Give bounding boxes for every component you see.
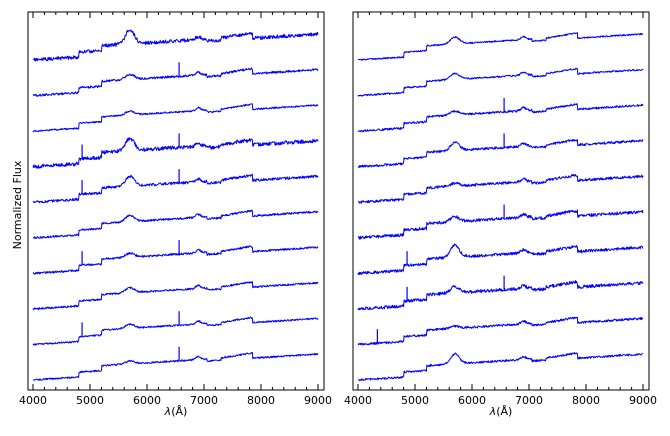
spectrum-right-9 bbox=[357, 316, 644, 346]
left-x-ticks: 4000 5000 6000 7000 8000 9000 bbox=[19, 12, 332, 407]
spectrum-right-1 bbox=[357, 32, 644, 61]
spectrum-left-5 bbox=[32, 173, 319, 204]
y-axis-label: Normalized Flux bbox=[11, 160, 24, 249]
x-tick-label-5000: 5000 bbox=[76, 394, 104, 407]
spectrum-left-8 bbox=[32, 281, 319, 311]
right-panel: 4000 5000 6000 7000 8000 9000 λ(Å) bbox=[344, 11, 657, 418]
spectrum-right-2 bbox=[357, 67, 644, 97]
x-tick-label-4000: 4000 bbox=[344, 394, 372, 407]
right-spectra bbox=[357, 32, 644, 382]
spectrum-left-7 bbox=[32, 245, 319, 275]
left-x-axis-label: λ(Å) bbox=[164, 405, 188, 418]
x-tick-label-9000: 9000 bbox=[304, 394, 332, 407]
spectrum-left-9 bbox=[32, 316, 319, 346]
spectrum-left-1 bbox=[32, 29, 319, 62]
x-tick-label-8000: 8000 bbox=[572, 394, 600, 407]
spectrum-right-3 bbox=[357, 102, 644, 133]
left-panel-frame bbox=[27, 11, 325, 391]
x-tick-label-7000: 7000 bbox=[515, 394, 543, 407]
spectrum-left-2 bbox=[32, 67, 319, 97]
spectrum-right-5 bbox=[357, 173, 644, 204]
spectrum-right-10 bbox=[357, 352, 644, 382]
left-spectra bbox=[32, 29, 319, 381]
spectrum-left-4 bbox=[32, 137, 319, 169]
spectrum-right-6 bbox=[357, 209, 644, 240]
right-panel-frame bbox=[352, 11, 650, 391]
x-tick-label-4000: 4000 bbox=[19, 394, 47, 407]
spectrum-left-10 bbox=[32, 351, 319, 381]
x-tick-label-5000: 5000 bbox=[401, 394, 429, 407]
x-tick-label-7000: 7000 bbox=[190, 394, 218, 407]
right-x-ticks: 4000 5000 6000 7000 8000 9000 bbox=[344, 12, 657, 407]
spectrum-right-4 bbox=[357, 138, 644, 169]
left-panel: 4000 5000 6000 7000 8000 9000 λ(Å) bbox=[19, 11, 332, 418]
right-x-axis-label: λ(Å) bbox=[489, 405, 513, 418]
x-tick-label-8000: 8000 bbox=[247, 394, 275, 407]
spectrum-left-6 bbox=[32, 209, 319, 239]
x-tick-label-6000: 6000 bbox=[133, 394, 161, 407]
x-tick-label-9000: 9000 bbox=[629, 394, 657, 407]
spectrum-right-7 bbox=[357, 243, 644, 276]
spectrum-left-3 bbox=[32, 103, 319, 133]
spectrum-right-8 bbox=[357, 280, 644, 311]
x-tick-label-6000: 6000 bbox=[458, 394, 486, 407]
